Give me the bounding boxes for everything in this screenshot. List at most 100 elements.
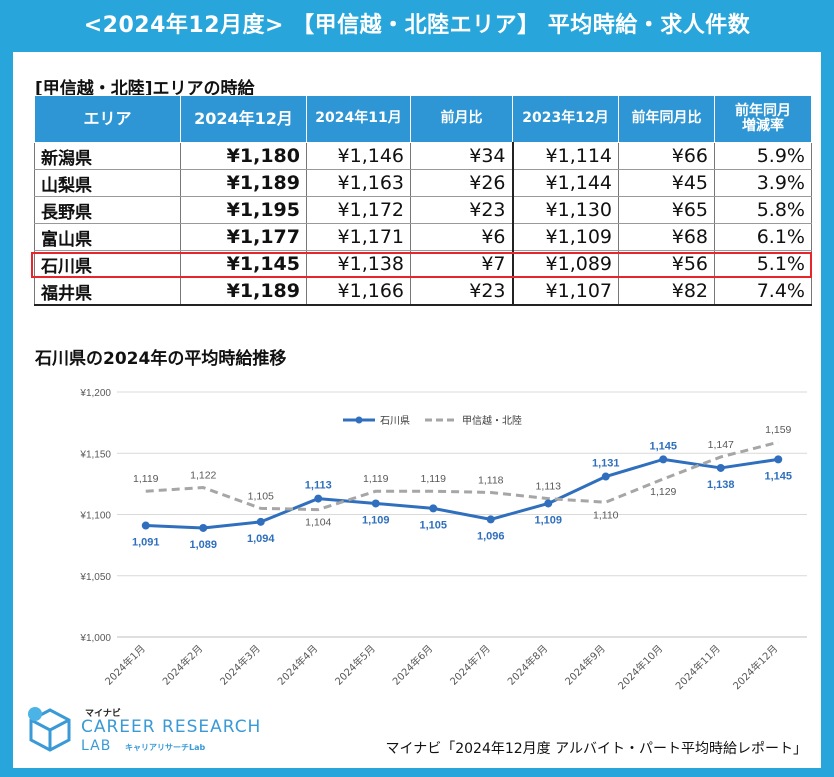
cell-nov2024: ¥1,171	[306, 223, 411, 251]
series-point-ishikawa	[544, 499, 553, 508]
data-label-region: 1,129	[650, 486, 676, 498]
header-yoy: 前年同月比	[618, 95, 715, 143]
source-note: マイナビ「2024年12月度 アルバイト・パート平均時給レポート」	[385, 741, 807, 757]
cell-nov2024: ¥1,146	[306, 142, 411, 170]
cell-nov2024: ¥1,172	[306, 196, 411, 224]
cell-area: 石川県	[34, 250, 181, 278]
table-row: 長野県 ¥1,195 ¥1,172 ¥23 ¥1,130 ¥65 5.8%	[34, 196, 812, 224]
cell-dec2023: ¥1,114	[512, 142, 619, 170]
cell-mom: ¥23	[410, 277, 514, 306]
series-line-ishikawa	[145, 457, 779, 530]
content-card: [甲信越・北陸]エリアの時給 エリア 2024年12月 2024年11月 前月比…	[13, 52, 821, 768]
cell-dec2023: ¥1,144	[512, 169, 619, 197]
cell-area: 新潟県	[34, 142, 181, 170]
data-label-region: 1,110	[593, 509, 619, 521]
wage-table: エリア 2024年12月 2024年11月 前月比 2023年12月 前年同月比…	[34, 95, 812, 306]
cell-yoy: ¥82	[618, 277, 715, 306]
cell-rate: 7.4%	[714, 277, 812, 306]
cell-mom: ¥34	[410, 142, 514, 170]
x-tick-label: 2024年6月	[390, 642, 436, 688]
table-row: 石川県 ¥1,145 ¥1,138 ¥7 ¥1,089 ¥56 5.1%	[34, 250, 812, 278]
cell-dec2024: ¥1,189	[180, 277, 307, 306]
logo-main-text: CAREER RESEARCH	[81, 717, 262, 737]
logo-sub-text: キャリアリサーチLab	[125, 743, 206, 752]
cell-dec2023: ¥1,089	[512, 250, 619, 278]
series-point-ishikawa	[601, 472, 610, 481]
cell-area: 福井県	[34, 277, 181, 306]
x-tick-label: 2024年3月	[217, 642, 263, 688]
x-tick-label: 2024年12月	[730, 642, 780, 692]
table-title: [甲信越・北陸]エリアの時給	[35, 79, 255, 99]
cell-mom: ¥7	[410, 250, 514, 278]
cell-rate: 3.9%	[714, 169, 812, 197]
data-label-ishikawa: 1,109	[362, 514, 390, 526]
series-point-ishikawa	[774, 455, 783, 464]
cell-nov2024: ¥1,166	[306, 277, 411, 306]
data-label-ishikawa: 1,138	[707, 479, 735, 491]
cell-dec2024: ¥1,177	[180, 223, 307, 251]
cell-mom: ¥26	[410, 169, 514, 197]
data-label-ishikawa: 1,145	[764, 470, 792, 482]
logo-mynavi-text: マイナビ	[85, 709, 121, 719]
cell-nov2024: ¥1,138	[306, 250, 411, 278]
data-label-region: 1,119	[421, 473, 447, 485]
cell-dec2023: ¥1,107	[512, 277, 619, 306]
data-label-ishikawa: 1,145	[649, 440, 677, 452]
cell-area: 富山県	[34, 223, 181, 251]
line-chart: ¥1,000 ¥1,050 ¥1,100 ¥1,150 ¥1,200 2024年1月 202…	[79, 388, 807, 692]
cell-yoy: ¥66	[618, 142, 715, 170]
cell-rate: 5.8%	[714, 196, 812, 224]
x-tick-label: 2024年8月	[505, 642, 551, 688]
y-tick-label: ¥1,100	[79, 511, 111, 522]
data-label-ishikawa: 1,094	[247, 533, 275, 545]
data-label-region: 1,122	[190, 470, 216, 482]
data-label-ishikawa: 1,089	[189, 539, 217, 551]
cell-mom: ¥6	[410, 223, 514, 251]
table-header-row: エリア 2024年12月 2024年11月 前月比 2023年12月 前年同月比…	[34, 95, 812, 143]
data-label-region: 1,105	[248, 490, 274, 502]
cell-nov2024: ¥1,163	[306, 169, 411, 197]
cell-rate: 5.9%	[714, 142, 812, 170]
cell-yoy: ¥56	[618, 250, 715, 278]
x-tick-label: 2024年9月	[562, 642, 608, 688]
y-tick-label: ¥1,200	[79, 388, 111, 399]
header-dec2023: 2023年12月	[512, 95, 619, 143]
header-rate-line2: 増減率	[742, 118, 784, 134]
logo-lab-text: LAB	[81, 738, 112, 754]
cell-dec2024: ¥1,189	[180, 169, 307, 197]
data-label-ishikawa: 1,131	[592, 458, 620, 470]
x-tick-label: 2024年5月	[332, 642, 378, 688]
header-rate-line1: 前年同月	[735, 102, 791, 119]
cell-yoy: ¥45	[618, 169, 715, 197]
series-line-region	[145, 440, 779, 512]
table-row: 福井県 ¥1,189 ¥1,166 ¥23 ¥1,107 ¥82 7.4%	[34, 277, 812, 306]
x-tick-label: 2024年4月	[275, 642, 321, 688]
data-label-region: 1,118	[478, 474, 504, 486]
cell-area: 長野県	[34, 196, 181, 224]
data-label-ishikawa: 1,109	[534, 514, 562, 526]
data-label-ishikawa: 1,105	[419, 519, 447, 531]
y-tick-label: ¥1,150	[79, 449, 111, 460]
data-label-region: 1,113	[536, 481, 562, 493]
cell-dec2024: ¥1,195	[180, 196, 307, 224]
page-banner: <2024年12月度> 【甲信越・北陸エリア】 平均時給・求人件数	[0, 0, 834, 46]
series-point-ishikawa	[371, 499, 380, 508]
cell-area: 山梨県	[34, 169, 181, 197]
y-tick-label: ¥1,000	[79, 633, 111, 644]
data-label-region: 1,147	[708, 439, 734, 451]
legend-label: 甲信越・北陸	[462, 414, 522, 427]
cell-dec2023: ¥1,130	[512, 196, 619, 224]
series-point-ishikawa	[199, 523, 208, 532]
data-label-ishikawa: 1,096	[477, 530, 505, 542]
table-row: 新潟県 ¥1,180 ¥1,146 ¥34 ¥1,114 ¥66 5.9%	[34, 142, 812, 170]
x-tick-label: 2024年11月	[673, 642, 723, 692]
series-point-ishikawa	[716, 463, 725, 472]
cell-yoy: ¥68	[618, 223, 715, 251]
data-label-region: 1,159	[765, 424, 791, 436]
table-row: 富山県 ¥1,177 ¥1,171 ¥6 ¥1,109 ¥68 6.1%	[34, 223, 812, 251]
data-label-ishikawa: 1,091	[132, 537, 160, 549]
header-mom: 前月比	[410, 95, 513, 143]
header-dec2024: 2024年12月	[180, 95, 307, 143]
header-area: エリア	[34, 95, 181, 143]
legend-marker-ishikawa	[355, 416, 363, 424]
